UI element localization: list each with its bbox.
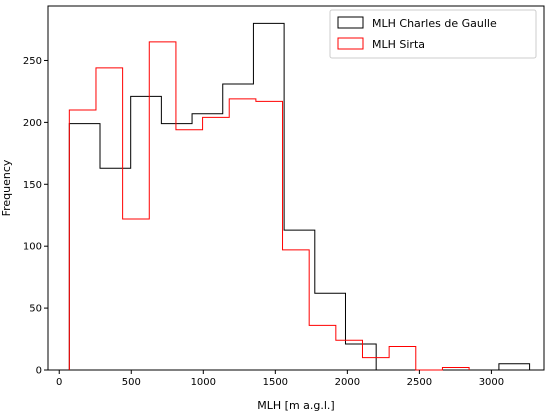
x-axis-label: MLH [m a.g.l.]: [257, 399, 334, 412]
series-layer: [68, 22, 531, 371]
legend-label-mlh-charles-de-gaulle: MLH Charles de Gaulle: [372, 17, 497, 30]
plot-area: [47, 5, 545, 371]
y-axis-label: Frequency: [0, 159, 13, 216]
x-tick-label: 1000: [191, 377, 216, 388]
y-tick-label: 250: [23, 56, 42, 67]
series-mlh-charles-de-gaulle: [68, 22, 531, 371]
series-mlh-sirta: [68, 41, 470, 371]
y-tick-label: 50: [29, 304, 42, 315]
x-tick-label: 0: [56, 377, 62, 388]
legend-box: [329, 9, 537, 59]
y-tick-label: 150: [23, 180, 42, 191]
legend: MLH Charles de Gaulle MLH Sirta: [329, 9, 537, 59]
x-tick-label: 2000: [335, 377, 360, 388]
y-axis-ticks: 0 50 100 150 200 250: [23, 56, 48, 377]
y-tick-label: 100: [23, 242, 42, 253]
axes-frame: [47, 5, 545, 371]
x-tick-label: 3000: [479, 377, 504, 388]
x-tick-label: 2500: [407, 377, 432, 388]
legend-swatch-mlh-sirta: [337, 37, 364, 50]
y-tick-label: 200: [23, 118, 42, 129]
legend-swatch-mlh-charles-de-gaulle: [337, 16, 364, 29]
x-axis-ticks: 0 500 1000 1500 2000 2500 3000: [56, 370, 504, 388]
y-tick-label: 0: [36, 366, 42, 377]
x-tick-label: 1500: [263, 377, 288, 388]
x-tick-label: 500: [122, 377, 141, 388]
legend-label-mlh-sirta: MLH Sirta: [372, 38, 425, 51]
